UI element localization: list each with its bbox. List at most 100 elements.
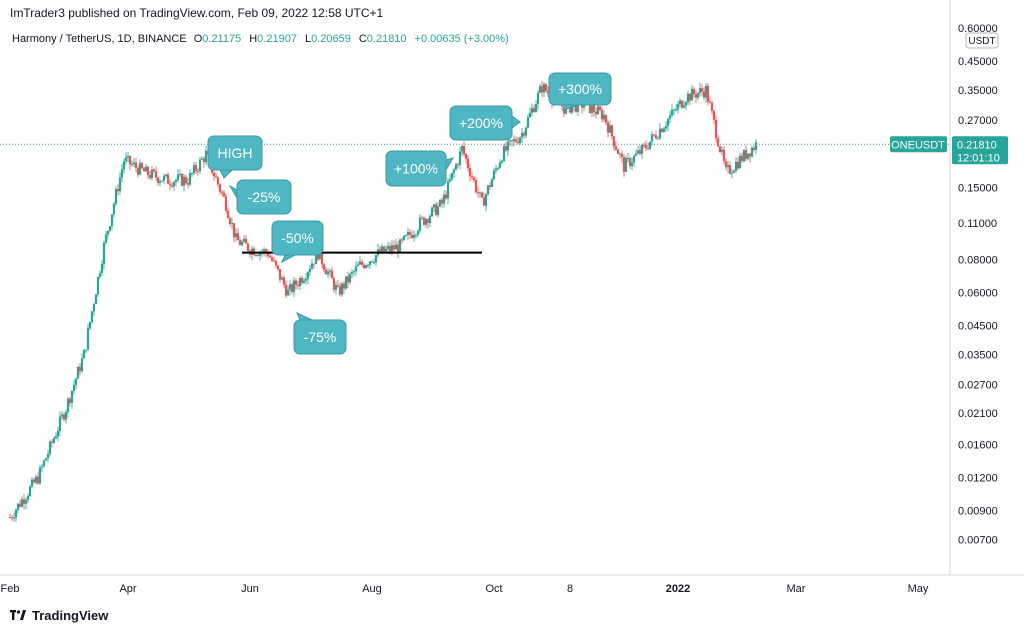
candle-body bbox=[126, 155, 130, 158]
candle-body bbox=[698, 88, 702, 93]
candle-body bbox=[748, 153, 752, 157]
candle-body bbox=[20, 499, 24, 507]
candle-body bbox=[264, 249, 268, 253]
callout-label: +300% bbox=[558, 81, 602, 97]
candle-body bbox=[628, 158, 632, 167]
y-tick-label: 0.11000 bbox=[958, 218, 997, 230]
price-badge-value: 0.21810 bbox=[957, 139, 997, 151]
candle-body bbox=[380, 246, 384, 253]
candle-body bbox=[440, 199, 444, 204]
candle-body bbox=[276, 265, 280, 270]
candle-body bbox=[448, 179, 452, 182]
y-tick-label: 0.03500 bbox=[958, 350, 998, 362]
callout-0: HIGH bbox=[207, 135, 263, 179]
candle-body bbox=[90, 311, 94, 323]
candle-body bbox=[78, 366, 82, 372]
candle-body bbox=[368, 261, 372, 266]
candle-body bbox=[262, 249, 266, 252]
callout-box bbox=[207, 135, 263, 171]
candle-body bbox=[680, 100, 684, 108]
candle-body bbox=[668, 115, 672, 119]
candle-body bbox=[300, 278, 304, 283]
candle-body bbox=[56, 431, 60, 437]
candle-body bbox=[544, 84, 548, 92]
candle-body bbox=[692, 88, 696, 95]
candle-body bbox=[122, 161, 126, 170]
candle-body bbox=[608, 125, 612, 133]
candle-body bbox=[246, 243, 250, 251]
y-tick-label: 0.00900 bbox=[958, 506, 998, 518]
candle-body bbox=[488, 185, 492, 187]
candle-body bbox=[614, 146, 618, 150]
candle-body bbox=[710, 102, 714, 111]
candle-body bbox=[162, 175, 166, 181]
candle-body bbox=[298, 278, 302, 287]
candle-body bbox=[120, 169, 124, 178]
candle-body bbox=[344, 276, 348, 289]
candle-body bbox=[44, 458, 48, 461]
candle-body bbox=[604, 114, 608, 123]
candle-body bbox=[442, 194, 446, 204]
price-badge-countdown: 12:01:10 bbox=[957, 152, 1000, 164]
callout-label: -25% bbox=[248, 189, 281, 205]
candle-body bbox=[150, 169, 154, 179]
candle-body bbox=[530, 108, 534, 113]
footer-brand: TradingView bbox=[32, 608, 109, 623]
candle-body bbox=[708, 101, 712, 103]
candle-body bbox=[622, 157, 626, 172]
candle-body bbox=[486, 185, 490, 195]
candle-body bbox=[528, 112, 532, 118]
candle-body bbox=[68, 398, 72, 404]
candle-body bbox=[198, 159, 202, 171]
callout-label: HIGH bbox=[218, 145, 253, 161]
candle-body bbox=[236, 233, 240, 241]
candle-body bbox=[184, 176, 188, 184]
candle-body bbox=[582, 104, 586, 108]
candle-body bbox=[328, 270, 332, 272]
candle-body bbox=[706, 85, 710, 102]
candle-body bbox=[354, 266, 358, 272]
candle-body bbox=[132, 162, 136, 165]
candle-body bbox=[176, 174, 180, 180]
ohlc-label-0: O bbox=[193, 33, 203, 45]
candle-body bbox=[160, 180, 164, 182]
candle-body bbox=[684, 102, 688, 106]
candle-body bbox=[596, 106, 600, 115]
candle-body bbox=[170, 185, 174, 187]
candle-body bbox=[688, 93, 692, 101]
candle-body bbox=[468, 168, 472, 177]
candle-body bbox=[662, 128, 666, 133]
candle-body bbox=[494, 168, 498, 171]
candle-body bbox=[702, 91, 706, 98]
candle-body bbox=[386, 246, 390, 249]
symbol-ohlc-line: Harmony / TetherUS, 1D, BINANCE O0.21175… bbox=[12, 33, 513, 45]
candle-body bbox=[438, 199, 442, 207]
candle-body bbox=[152, 169, 156, 172]
candle-body bbox=[296, 284, 300, 287]
candle-body bbox=[26, 496, 30, 500]
candle-body bbox=[460, 146, 464, 152]
candle-body bbox=[202, 158, 206, 163]
candle-body bbox=[650, 134, 654, 142]
symbol-badge bbox=[890, 136, 947, 153]
candle-body bbox=[330, 270, 334, 279]
candle-body bbox=[222, 192, 226, 197]
candle-body bbox=[426, 219, 430, 224]
candle-body bbox=[322, 264, 326, 270]
candle-body bbox=[724, 161, 728, 168]
candle-body bbox=[196, 170, 200, 172]
candle-body bbox=[174, 179, 178, 183]
candle-body bbox=[18, 503, 22, 507]
candle-body bbox=[632, 155, 636, 163]
ohlc-label-2: L bbox=[304, 33, 312, 45]
candle-body bbox=[746, 153, 750, 159]
candle-body bbox=[672, 109, 676, 111]
y-tick-label: 0.15000 bbox=[958, 182, 998, 194]
candle-body bbox=[420, 217, 424, 219]
candle-body bbox=[188, 173, 192, 185]
tradingview-logo-icon bbox=[10, 609, 26, 620]
candle-body bbox=[76, 366, 80, 379]
candle-body bbox=[704, 85, 708, 98]
candle-body bbox=[482, 197, 486, 206]
